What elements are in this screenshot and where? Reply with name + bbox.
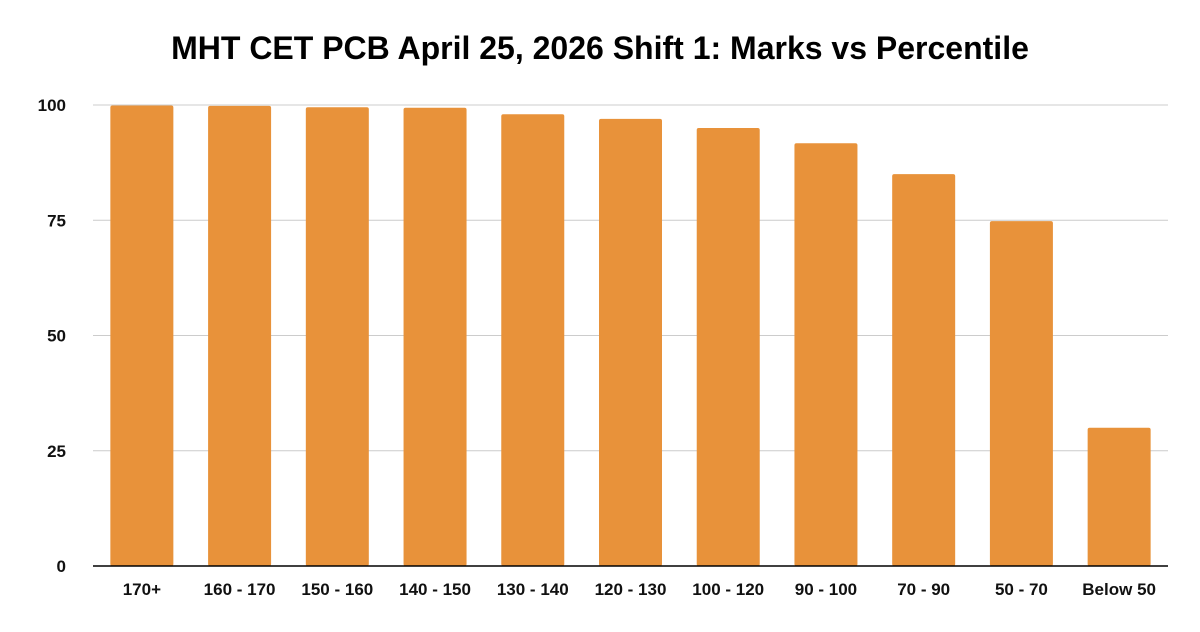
x-tick-label: 90 - 100: [795, 580, 857, 599]
bar: [208, 105, 272, 567]
bar: [403, 107, 467, 567]
y-tick-labels: 0 25 50 75 100: [38, 96, 66, 576]
x-tick-label: 160 - 170: [204, 580, 276, 599]
bars: [110, 105, 1151, 567]
x-tick-label: 120 - 130: [595, 580, 667, 599]
x-tick-label: 170+: [123, 580, 161, 599]
bar: [892, 174, 956, 566]
x-tick-label: Below 50: [1082, 580, 1156, 599]
bar: [1087, 427, 1151, 566]
y-tick-label: 50: [47, 327, 66, 346]
y-tick-label: 0: [57, 557, 66, 576]
x-tick-label: 140 - 150: [399, 580, 471, 599]
y-tick-label: 25: [47, 442, 66, 461]
bar: [305, 107, 369, 566]
bar: [599, 118, 662, 566]
chart-title: MHT CET PCB April 25, 2026 Shift 1: Mark…: [171, 30, 1029, 66]
x-tick-label: 130 - 140: [497, 580, 569, 599]
bar: [501, 114, 565, 566]
y-tick-label: 100: [38, 96, 66, 115]
bar: [110, 105, 174, 567]
x-tick-label: 70 - 90: [897, 580, 950, 599]
x-tick-label: 50 - 70: [995, 580, 1048, 599]
bar: [989, 221, 1053, 567]
x-tick-label: 100 - 120: [692, 580, 764, 599]
x-tick-labels: 170+ 160 - 170 150 - 160 140 - 150 130 - 140…: [123, 580, 1156, 599]
bar: [696, 128, 760, 567]
bar: [794, 143, 858, 566]
y-tick-label: 75: [47, 211, 66, 230]
x-tick-label: 150 - 160: [301, 580, 373, 599]
